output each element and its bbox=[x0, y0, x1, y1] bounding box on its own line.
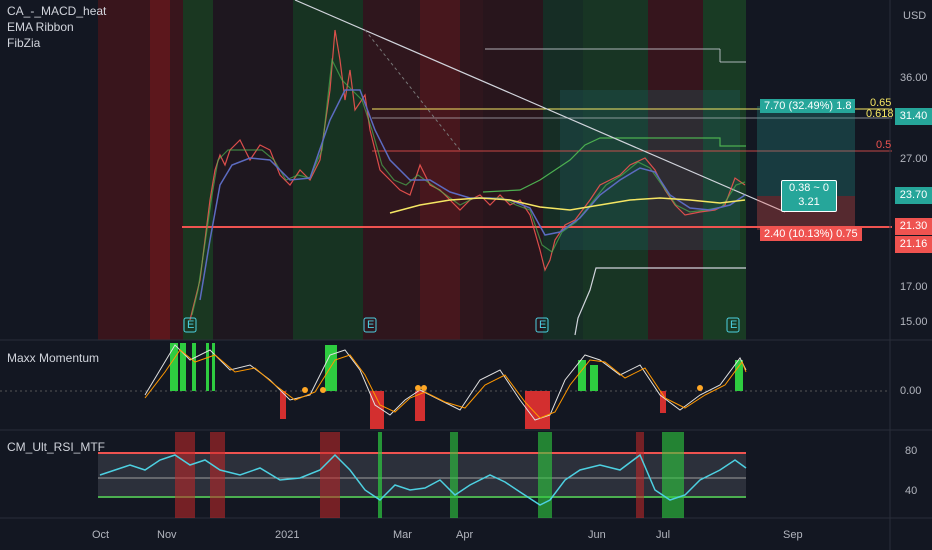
pane-label-momentum[interactable]: Maxx Momentum bbox=[7, 351, 100, 365]
price-tick: 27.00 bbox=[900, 153, 928, 165]
time-tick: Oct bbox=[92, 529, 110, 541]
time-tick: Apr bbox=[456, 529, 474, 541]
risk-reward-box[interactable]: 0.38 ~ 0 3.21 bbox=[781, 180, 837, 212]
stop-box-label[interactable]: 2.40 (10.13%) 0.75 bbox=[760, 227, 862, 241]
time-tick: Sep bbox=[783, 529, 803, 541]
fib-label: 0.618 bbox=[866, 108, 894, 120]
earnings-icon[interactable]: E bbox=[367, 319, 375, 331]
price-tag-target: 31.40 bbox=[895, 108, 932, 125]
price-tick: 17.00 bbox=[900, 281, 928, 293]
time-tick: Jun bbox=[588, 529, 606, 541]
fib-label: 0.5 bbox=[876, 139, 892, 151]
time-tick: 2021 bbox=[275, 529, 300, 541]
price-series bbox=[189, 29, 746, 321]
indicator-label-fib[interactable]: FibZia bbox=[7, 36, 41, 50]
rsi-pane bbox=[98, 432, 747, 518]
price-tag-stop: 21.30 bbox=[895, 218, 932, 235]
price-tag-current: 23.70 bbox=[895, 187, 932, 204]
indicator-label-macd[interactable]: CA_-_MACD_heat bbox=[7, 4, 107, 18]
earnings-icon[interactable]: E bbox=[730, 319, 738, 331]
fib-label: 0.65 bbox=[870, 97, 892, 109]
rsi-tick: 80 bbox=[905, 445, 918, 457]
currency-label[interactable]: USD bbox=[903, 10, 927, 22]
rsi-tick: 40 bbox=[905, 485, 918, 497]
indicator-label-ema[interactable]: EMA Ribbon bbox=[7, 20, 74, 34]
earnings-icon[interactable]: E bbox=[539, 319, 547, 331]
ratio-line-1: 0.38 ~ 0 bbox=[788, 182, 830, 194]
time-tick: Nov bbox=[157, 529, 177, 541]
earnings-icon[interactable]: E bbox=[187, 319, 195, 331]
earnings-markers[interactable] bbox=[183, 317, 740, 333]
momentum-pane bbox=[0, 343, 890, 429]
target-box-label[interactable]: 7.70 (32.49%) 1.8 bbox=[760, 99, 856, 113]
price-tick: 36.00 bbox=[900, 72, 928, 84]
trend-line[interactable] bbox=[294, 0, 786, 213]
momentum-tick: 0.00 bbox=[900, 385, 922, 397]
time-tick: Jul bbox=[656, 529, 671, 541]
ratio-line-2: 3.21 bbox=[798, 196, 820, 208]
price-tag-low: 21.16 bbox=[895, 236, 932, 253]
pane-label-rsi[interactable]: CM_Ult_RSI_MTF bbox=[7, 440, 106, 454]
time-tick: Mar bbox=[393, 529, 412, 541]
price-tick: 15.00 bbox=[900, 316, 928, 328]
